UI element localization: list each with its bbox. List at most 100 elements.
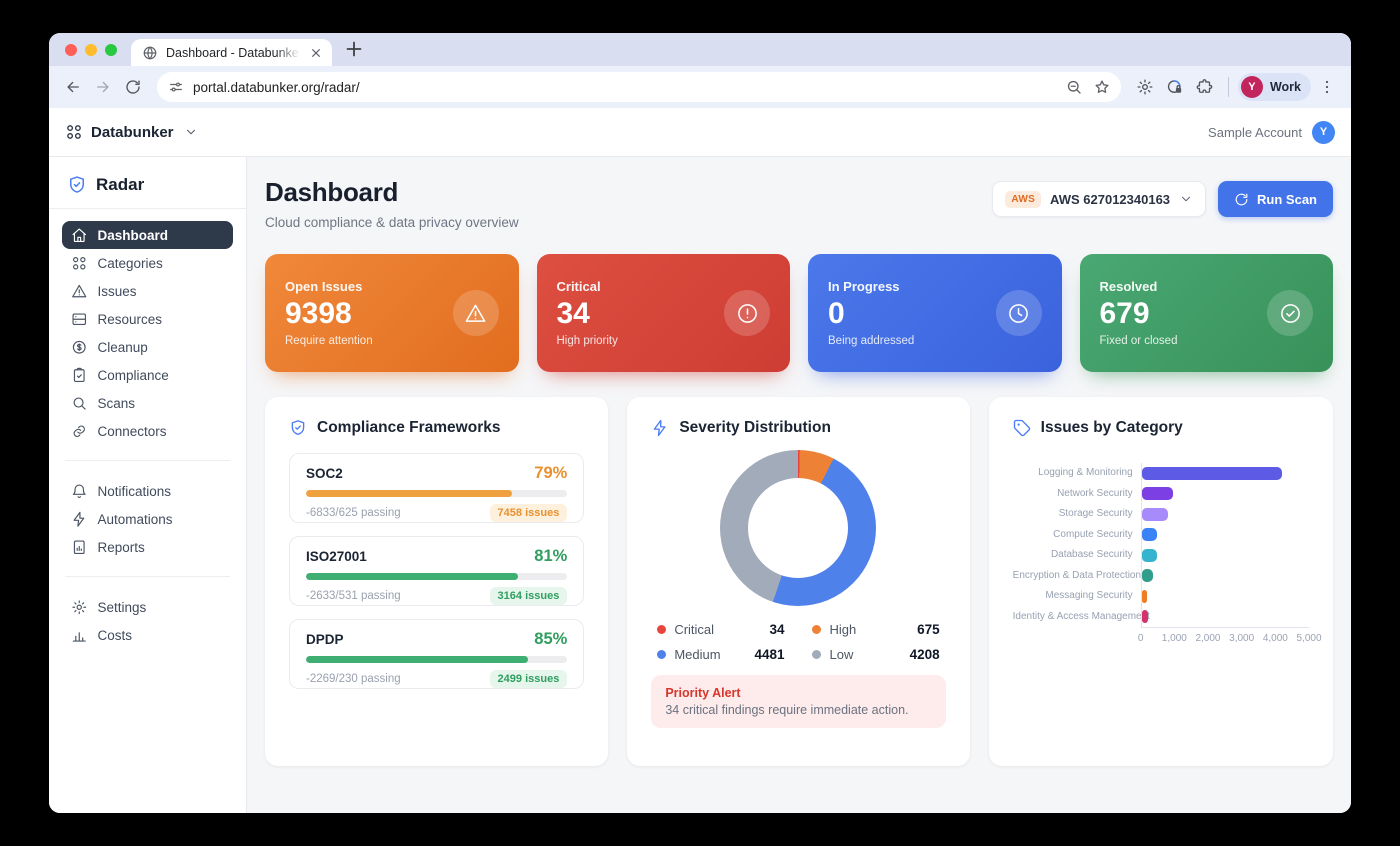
- extension-gear-icon[interactable]: [1131, 73, 1159, 101]
- sidebar-item-cleanup[interactable]: Cleanup: [62, 333, 233, 361]
- framework-issues-badge: 3164 issues: [489, 587, 568, 605]
- close-window-button[interactable]: [65, 43, 77, 56]
- sidebar-item-label: Compliance: [97, 367, 169, 383]
- category-bar-row: [1141, 545, 1309, 566]
- framework-item-dpdp: DPDP 85% -2269/230 passing 2499 issues: [289, 619, 585, 689]
- run-scan-button[interactable]: Run Scan: [1218, 181, 1333, 217]
- site-settings-icon[interactable]: [165, 76, 187, 98]
- legend-dot: [812, 625, 822, 634]
- category-label: Database Security: [1050, 549, 1133, 560]
- stat-label: In Progress: [828, 279, 900, 294]
- sidebar-item-reports[interactable]: Reports: [62, 533, 233, 561]
- brand-switcher[interactable]: Databunker: [65, 123, 198, 141]
- legend-value: 34: [769, 622, 785, 637]
- bar-chart-icon: [71, 627, 88, 644]
- stat-card-in-progress: In Progress 0 Being addressed: [808, 254, 1062, 372]
- category-bar: [1141, 548, 1158, 562]
- forward-button[interactable]: [89, 73, 117, 101]
- sidebar-item-resources[interactable]: Resources: [62, 305, 233, 333]
- page-zoom-icon[interactable]: [1063, 76, 1085, 98]
- sidebar-item-issues[interactable]: Issues: [62, 277, 233, 305]
- sidebar-item-scans[interactable]: Scans: [62, 389, 233, 417]
- category-label: Identity & Access Management: [1012, 610, 1150, 622]
- browser-profile-chip[interactable]: Y Work: [1237, 73, 1311, 101]
- app-root: Databunker Sample Account Y Radar Dashbo…: [49, 108, 1351, 813]
- sidebar-item-label: Scans: [97, 395, 136, 411]
- back-button[interactable]: [59, 73, 87, 101]
- account-selector-dropdown[interactable]: AWS AWS 627012340163: [992, 181, 1207, 217]
- framework-progress-track: [306, 656, 568, 663]
- legend-dot: [812, 650, 822, 659]
- sidebar-item-label: Dashboard: [97, 227, 169, 243]
- product-brand: Radar: [62, 171, 233, 208]
- product-name: Radar: [96, 175, 145, 194]
- triangle-alert-icon: [71, 283, 88, 300]
- category-bar-row: [1141, 525, 1309, 546]
- sidebar-item-compliance[interactable]: Compliance: [62, 361, 233, 389]
- sidebar-item-connectors[interactable]: Connectors: [62, 417, 233, 445]
- stat-value: 9398: [285, 297, 352, 330]
- reload-button[interactable]: [119, 73, 147, 101]
- stat-sublabel: Fixed or closed: [1099, 335, 1178, 347]
- browser-tab[interactable]: Dashboard - Databunker Radar: [131, 39, 332, 66]
- zap-icon: [71, 511, 88, 528]
- priority-alert-text: 34 critical findings require immediate a…: [665, 703, 909, 717]
- triangle-alert-icon: [452, 290, 499, 336]
- framework-percent: 79%: [534, 464, 568, 482]
- sidebar-nav: Dashboard Categories Issues Resources Cleanu…: [62, 221, 233, 649]
- main-content: Dashboard Cloud compliance & data privac…: [247, 157, 1351, 813]
- stat-card-critical: Critical 34 High priority: [536, 254, 790, 372]
- extensions-puzzle-icon[interactable]: [1191, 73, 1219, 101]
- server-icon: [71, 311, 88, 328]
- x-tick-label: 5,000: [1296, 633, 1322, 644]
- framework-percent: 85%: [534, 630, 568, 648]
- sidebar-item-automations[interactable]: Automations: [62, 505, 233, 533]
- sidebar-item-notifications[interactable]: Notifications: [62, 477, 233, 505]
- stat-value: 679: [1099, 297, 1150, 330]
- check-circle-icon: [1267, 290, 1313, 336]
- browser-menu-icon[interactable]: [1313, 73, 1341, 101]
- category-label: Compute Security: [1053, 528, 1133, 540]
- category-bar: [1141, 528, 1157, 542]
- privacy-extension-icon[interactable]: [1161, 73, 1189, 101]
- user-avatar[interactable]: Y: [1312, 120, 1335, 144]
- browser-window: Dashboard - Databunker Radar portal.data…: [49, 33, 1351, 813]
- radar-shield-icon: [67, 175, 87, 195]
- toolbar-divider: [1227, 77, 1229, 97]
- x-tick-label: 2,000: [1195, 633, 1221, 644]
- sidebar-divider: [49, 208, 246, 209]
- category-bar: [1141, 569, 1153, 583]
- category-bar-row: [1141, 484, 1309, 505]
- sidebar-item-categories[interactable]: Categories: [62, 249, 233, 277]
- sidebar-item-costs[interactable]: Costs: [62, 621, 233, 649]
- home-icon: [71, 227, 88, 244]
- sidebar-item-label: Issues: [97, 283, 137, 299]
- framework-progress-track: [306, 490, 568, 497]
- framework-detail: -2633/531 passing: [306, 590, 401, 602]
- category-bar-row: [1141, 566, 1309, 587]
- bookmark-star-icon[interactable]: [1091, 76, 1113, 98]
- framework-name: DPDP: [306, 632, 344, 647]
- new-tab-button[interactable]: [342, 37, 366, 61]
- stat-label: Critical: [556, 279, 601, 294]
- minimize-window-button[interactable]: [85, 43, 97, 56]
- scan-refresh-icon: [1234, 192, 1249, 207]
- zoom-window-button[interactable]: [105, 43, 117, 56]
- address-bar[interactable]: portal.databunker.org/radar/: [157, 72, 1121, 102]
- chevron-down-icon: [1179, 192, 1193, 206]
- x-tick-label: 1,000: [1161, 633, 1187, 644]
- category-axis-labels: Logging & Monitoring Network Security Stor…: [1012, 463, 1150, 649]
- sidebar-item-dashboard[interactable]: Dashboard: [62, 221, 233, 249]
- legend-label: Medium: [674, 647, 721, 662]
- sidebar: Radar Dashboard Categories Issues Resources…: [49, 157, 247, 813]
- framework-progress-fill: [306, 656, 529, 663]
- priority-alert-title: Priority Alert: [665, 686, 741, 700]
- legend-item-high: High 675: [812, 622, 940, 637]
- sidebar-item-settings[interactable]: Settings: [62, 593, 233, 621]
- tag-icon: [1013, 419, 1031, 437]
- tab-close-icon[interactable]: [308, 45, 324, 61]
- category-label: Logging & Monitoring: [1038, 467, 1133, 478]
- framework-item-iso27001: ISO27001 81% -2633/531 passing 3164 issues: [289, 536, 585, 606]
- shield-check-icon: [289, 419, 307, 437]
- zap-icon: [651, 419, 669, 437]
